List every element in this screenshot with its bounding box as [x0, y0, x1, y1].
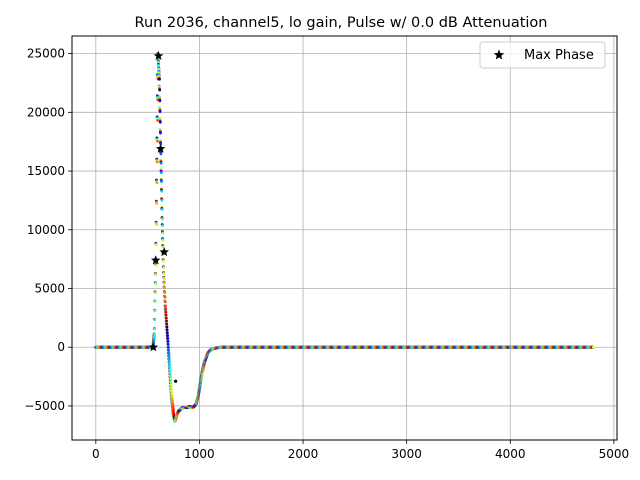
data-point — [158, 120, 162, 124]
data-point — [159, 171, 163, 174]
data-point — [169, 374, 172, 378]
x-tick-label: 2000 — [288, 447, 319, 461]
x-tick-label: 5000 — [599, 447, 630, 461]
data-point — [155, 202, 159, 205]
data-point — [167, 357, 171, 361]
data-point — [162, 266, 166, 270]
data-point — [159, 152, 163, 156]
data-point — [168, 360, 171, 364]
data-point — [161, 238, 165, 242]
data-point — [170, 389, 173, 393]
data-point — [167, 345, 170, 349]
data-points — [94, 52, 595, 423]
data-point — [158, 99, 162, 103]
data-point — [153, 309, 157, 313]
data-point — [162, 277, 166, 280]
data-point — [164, 313, 168, 317]
data-point — [164, 307, 168, 311]
data-point — [162, 272, 166, 276]
y-tick-label: 25000 — [27, 47, 65, 61]
x-tick-label: 0 — [92, 447, 100, 461]
data-point — [165, 325, 169, 329]
data-point — [160, 208, 164, 212]
data-point — [154, 282, 158, 286]
data-point — [161, 224, 165, 228]
y-tick-label: 5000 — [34, 282, 65, 296]
grid-lines — [72, 36, 617, 440]
data-point — [153, 332, 156, 336]
data-point — [165, 319, 168, 323]
data-point — [155, 181, 159, 185]
data-point — [166, 337, 170, 340]
data-point — [161, 231, 165, 235]
data-point — [158, 88, 162, 92]
data-point — [153, 300, 157, 304]
data-point — [166, 334, 169, 337]
data-point — [165, 331, 169, 335]
y-tick-label: 15000 — [27, 164, 65, 178]
chart-title: Run 2036, channel5, lo gain, Pulse w/ 0.… — [135, 15, 548, 31]
data-point — [163, 291, 167, 294]
data-point — [169, 386, 173, 390]
data-point — [167, 351, 171, 355]
y-tick-label: 10000 — [27, 223, 65, 237]
data-point — [160, 189, 164, 193]
data-point — [163, 286, 167, 290]
data-point — [158, 110, 162, 113]
data-point — [155, 222, 158, 226]
data-point — [153, 318, 157, 322]
data-point — [166, 342, 170, 346]
data-point — [162, 259, 166, 263]
data-point — [169, 377, 173, 381]
data-point — [165, 322, 169, 326]
data-point — [164, 310, 168, 314]
y-tick-label: −5000 — [24, 399, 65, 413]
data-point — [166, 340, 170, 343]
data-point — [163, 295, 167, 299]
data-point — [165, 328, 169, 332]
data-point — [154, 243, 158, 247]
data-point — [154, 273, 158, 277]
data-point — [168, 366, 172, 370]
x-tick-label: 1000 — [184, 447, 215, 461]
data-point — [156, 139, 159, 143]
data-point — [154, 264, 158, 268]
data-point — [155, 160, 159, 164]
data-point — [163, 281, 166, 285]
data-point — [169, 383, 173, 387]
data-point — [168, 369, 172, 372]
x-axis: 0 1000 2000 3000 4000 5000 — [92, 440, 629, 461]
data-point — [154, 291, 157, 295]
data-point — [167, 348, 171, 352]
data-point — [169, 380, 173, 384]
y-tick-label: 20000 — [27, 105, 65, 119]
data-point — [163, 300, 167, 304]
data-point — [167, 354, 171, 358]
data-point — [153, 327, 157, 331]
x-tick-label: 4000 — [495, 447, 526, 461]
y-axis: −5000 0 5000 10000 15000 20000 25000 — [24, 47, 72, 413]
y-tick-label: 0 — [57, 340, 65, 354]
data-point — [168, 363, 172, 367]
data-point — [159, 131, 162, 135]
data-point — [160, 199, 164, 202]
data-point — [160, 180, 163, 184]
data-point — [159, 161, 163, 165]
data-point — [168, 372, 172, 375]
x-tick-label: 3000 — [391, 447, 422, 461]
data-point — [160, 217, 164, 221]
data-point — [158, 77, 161, 81]
data-point — [164, 316, 168, 320]
